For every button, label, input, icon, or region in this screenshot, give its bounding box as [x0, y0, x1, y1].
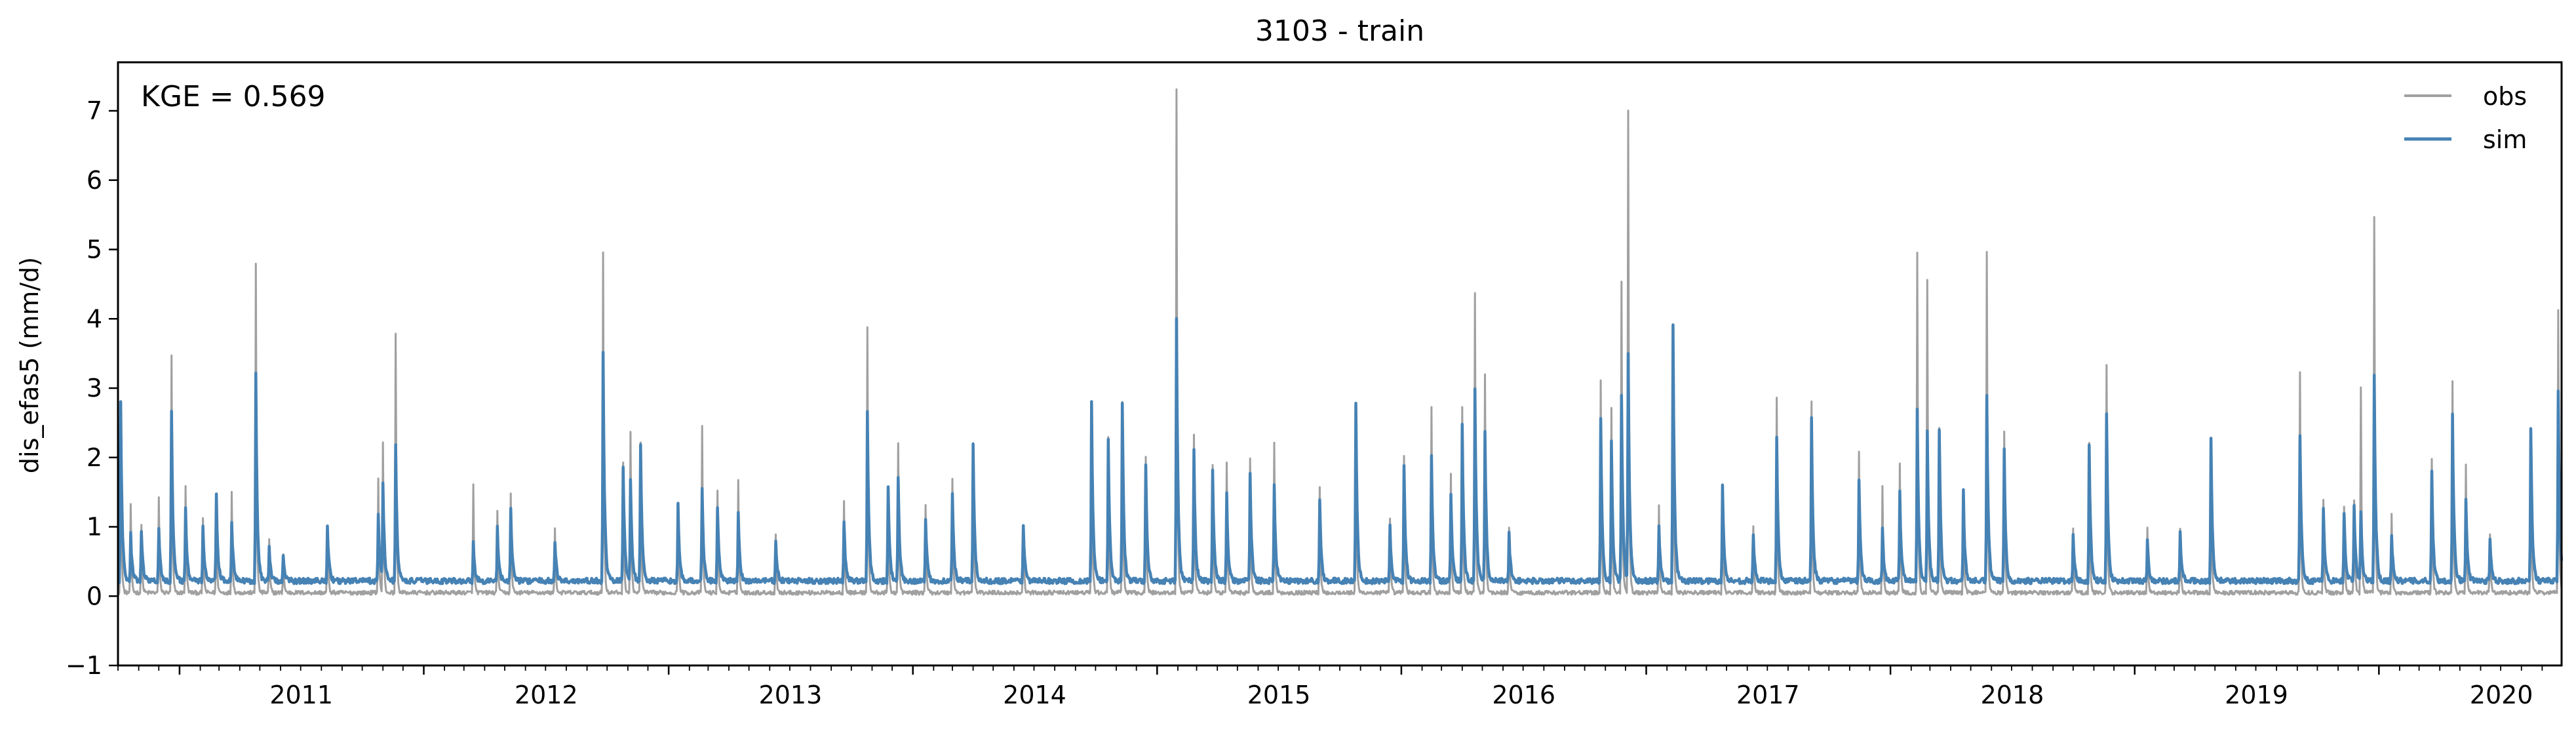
y-tick-label: 3: [87, 374, 102, 403]
axes-frame: [117, 61, 2563, 667]
y-axis-ticks: −1 0 1 2 3 4 5 6 7: [66, 96, 118, 680]
y-tick-label: 5: [87, 235, 102, 264]
x-tick-label: 2014: [1003, 681, 1066, 709]
chart-title: 3103 - train: [1255, 14, 1424, 48]
x-axis-ticks: 2011 2012 2013 2014 2015 2016 2017 2018 2019 2020: [117, 665, 2543, 709]
legend: obs sim: [2404, 82, 2527, 154]
legend-obs-label: obs: [2483, 82, 2527, 111]
x-tick-label: 2016: [1492, 681, 1555, 709]
series-sim: [117, 317, 2564, 585]
y-tick-label: 7: [87, 96, 102, 125]
y-tick-label: 1: [87, 513, 102, 542]
x-tick-label: 2013: [759, 681, 823, 709]
y-axis-label: dis_efas5 (mm/d): [15, 257, 44, 473]
x-tick-label: 2015: [1247, 681, 1311, 709]
kge-annotation: KGE = 0.569: [141, 80, 326, 113]
series-line-sim: [117, 317, 2564, 585]
legend-sim-label: sim: [2483, 125, 2527, 154]
x-tick-label: 2011: [269, 681, 333, 709]
x-tick-label: 2019: [2225, 681, 2288, 709]
x-tick-label: 2018: [1981, 681, 2044, 709]
y-tick-label: 2: [87, 443, 102, 472]
plot-area: [117, 88, 2564, 596]
x-tick-label: 2020: [2470, 681, 2533, 709]
y-tick-label: 4: [87, 304, 102, 333]
series-line-obs: [117, 88, 2563, 596]
series-obs: [117, 88, 2563, 596]
y-tick-label: 0: [87, 582, 102, 610]
x-tick-label: 2017: [1736, 681, 1800, 709]
y-tick-label: 6: [87, 166, 102, 195]
y-tick-label: −1: [66, 651, 102, 680]
x-tick-label: 2012: [515, 681, 578, 709]
